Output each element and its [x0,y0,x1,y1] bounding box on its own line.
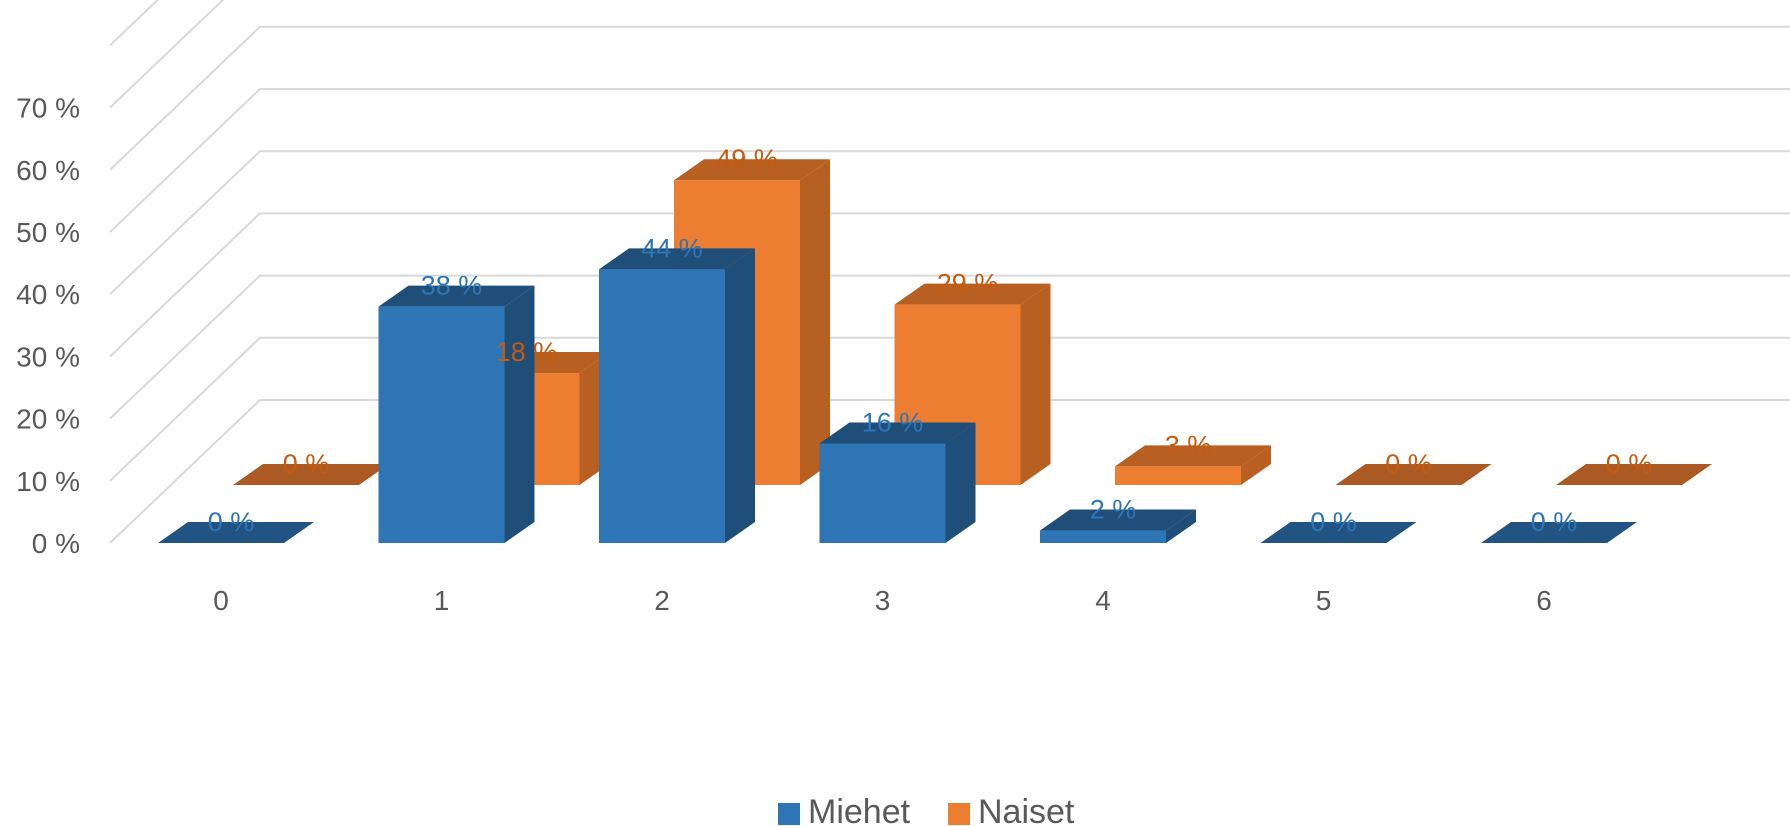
y-tick-label: 50 % [16,217,80,248]
data-label-miehet: 0 % [1531,507,1578,537]
gridline [109,336,1790,482]
data-label-naiset: 0 % [1385,449,1432,479]
data-label-naiset: 29 % [937,269,999,299]
y-tick-label: 10 % [16,466,80,497]
y-axis: 0 % 10 % 20 % 30 % 40 % 50 % 60 % 70 % [16,93,80,559]
data-label-miehet: 2 % [1090,495,1137,525]
gridline [109,25,1790,171]
y-tick-label: 60 % [16,155,80,186]
gridline [109,399,1790,544]
bar-miehet [378,285,535,543]
bar-naiset [233,464,389,485]
bar-naiset [1115,445,1271,485]
x-tick-label: 3 [875,585,891,616]
y-tick-label: 20 % [16,404,80,435]
y-tick-label: 40 % [16,279,80,310]
data-label-naiset: 0 % [283,449,330,479]
bar-naiset [1335,464,1492,485]
bar-naiset [1556,464,1712,485]
data-label-miehet: 44 % [641,233,703,263]
x-tick-label: 5 [1316,585,1332,616]
legend-label-naiset: Naiset [978,793,1075,826]
data-label-naiset: 0 % [1606,449,1653,479]
x-tick-label: 2 [654,585,670,616]
bar-miehet [1040,509,1196,543]
data-label-miehet: 38 % [421,271,483,301]
legend: Miehet Naiset [778,793,1075,826]
x-tick-label: 4 [1095,585,1111,616]
gridline [109,88,1790,233]
x-tick-label: 1 [434,585,450,616]
bar-miehet [819,422,976,543]
data-label-miehet: 0 % [208,507,255,537]
y-tick-label: 30 % [16,341,80,372]
series-miehet-bars [158,248,1637,543]
gridline [109,150,1790,295]
chart-gridlines [109,0,1790,544]
legend-label-miehet: Miehet [808,793,911,826]
y-tick-label: 0 % [32,528,80,559]
data-label-naiset: 49 % [716,144,778,174]
bar-miehet [1260,522,1417,543]
gridline [109,0,225,109]
gridline [109,274,1790,420]
data-label-miehet: 0 % [1310,507,1357,537]
data-label-miehet: 16 % [862,407,924,437]
data-label-naiset: 3 % [1165,430,1212,460]
data-labels: 0 % 18 % 49 % 29 % 3 % 0 % 0 % 0 % 38 % 44 % 16 % 2… [208,144,1653,537]
data-label-naiset: 18 % [496,337,558,367]
x-tick-label: 0 [213,585,229,616]
gridline [109,212,1790,358]
legend-swatch-miehet [778,803,800,825]
bar-miehet [599,248,755,543]
y-tick-label: 70 % [16,93,80,124]
bar-miehet [1481,522,1637,543]
x-axis: 0 1 2 3 4 5 6 [213,585,1552,616]
legend-swatch-naiset [948,803,970,825]
gridline [109,0,160,47]
bar-miehet [158,522,314,543]
x-tick-label: 6 [1536,585,1552,616]
